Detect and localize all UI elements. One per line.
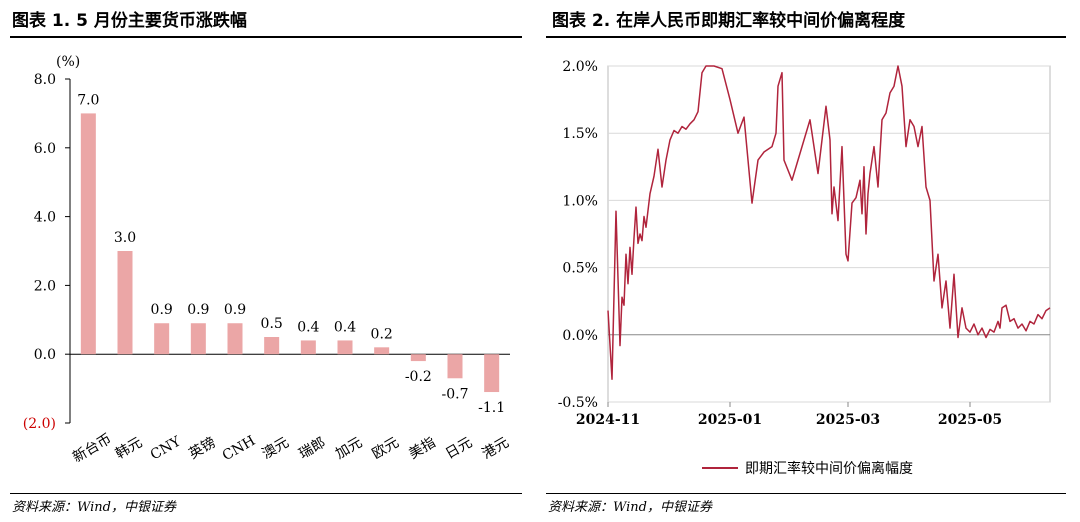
category-label: CNH [220,433,258,464]
right-chart-title: 图表 2. 在岸人民币即期汇率较中间价偏离程度 [552,11,906,31]
data-label: 0.9 [187,302,209,318]
bar [264,337,280,355]
series-line [607,65,1051,380]
plot-frame [607,65,1051,403]
x-tick-label: 2025-05 [938,412,1002,428]
y-tick-label: 0.5% [562,261,598,277]
y-tick-label: 4.0 [34,210,56,226]
right-chart-panel: 图表 2. 在岸人民币即期汇率较中间价偏离程度 2.0% 1.5% 1.0% 0.5%… [540,0,1080,522]
bar-chart: 8.0 6.0 4.0 2.0 0.0 (2.0) (%) 7.0 新台币 3.0 韩元 0.9 CNY… [23,54,512,466]
bar [80,113,96,355]
bar [337,340,353,355]
bar [484,354,500,393]
category-label: 新台币 [70,431,114,466]
bar [300,340,316,355]
category-label: 港元 [480,435,512,463]
category-label: 欧元 [370,435,402,463]
category-label: CNY [148,433,185,463]
left-title-rule [10,36,522,38]
bar [190,323,206,355]
left-chart-title: 图表 1. 5 月份主要货币涨跌幅 [12,11,247,31]
y-tick-label: (2.0) [23,416,56,432]
x-tick-label: 2024-11 [576,412,640,428]
data-label: -0.2 [405,369,432,385]
data-label: 0.5 [261,316,283,332]
left-source-rule [10,493,522,494]
right-source-rule [546,493,1066,494]
left-chart-panel: 图表 1. 5 月份主要货币涨跌幅 8.0 6.0 4.0 2.0 0.0 (2.0) (%… [10,11,522,515]
x-tick-label: 2025-03 [816,412,880,428]
category-label: 美指 [406,435,438,463]
category-label: 加元 [333,435,365,463]
category-label: 英镑 [186,434,219,463]
y-tick-label: 6.0 [34,141,56,157]
data-label: 7.0 [77,92,99,108]
y-tick-label: 1.5% [562,126,598,142]
bar [117,251,133,355]
category-label: 澳元 [260,435,292,463]
y-tick-label: 0.0% [562,328,598,344]
data-label: -0.7 [442,386,469,402]
left-source-note: 资料来源：Wind，中银证券 [12,500,176,515]
bar [447,354,463,379]
y-tick-label: 2.0 [34,278,56,294]
legend-label: 即期汇率较中间价偏离幅度 [745,460,913,477]
data-label: 0.9 [151,302,173,318]
right-title-rule [546,36,1066,38]
bar [374,347,390,355]
y-tick-label: 1.0% [562,193,598,209]
y-tick-label: 8.0 [34,72,56,88]
line-chart: 2.0% 1.5% 1.0% 0.5% 0.0% -0.5%2024-11 2025-01 2… [558,59,1051,477]
y-tick-label: 0.0 [34,347,56,363]
x-tick-label: 2025-01 [698,412,762,428]
data-label: 0.2 [371,326,393,342]
category-label: 韩元 [113,435,145,463]
y-tick-label: 2.0% [562,59,598,75]
data-label: -1.1 [478,400,505,416]
y-tick-label: -0.5% [558,395,598,411]
data-label: 0.9 [224,302,246,318]
category-label: 日元 [443,435,475,463]
data-label: 3.0 [114,230,136,246]
bar [227,323,243,355]
data-label: 0.4 [334,319,356,335]
right-source-note: 资料来源：Wind，中银证券 [548,500,712,515]
data-label: 0.4 [297,319,319,335]
bar [410,354,426,362]
category-label: 瑞郎 [296,435,328,463]
bar [154,323,170,355]
y-unit-label: (%) [56,54,80,70]
